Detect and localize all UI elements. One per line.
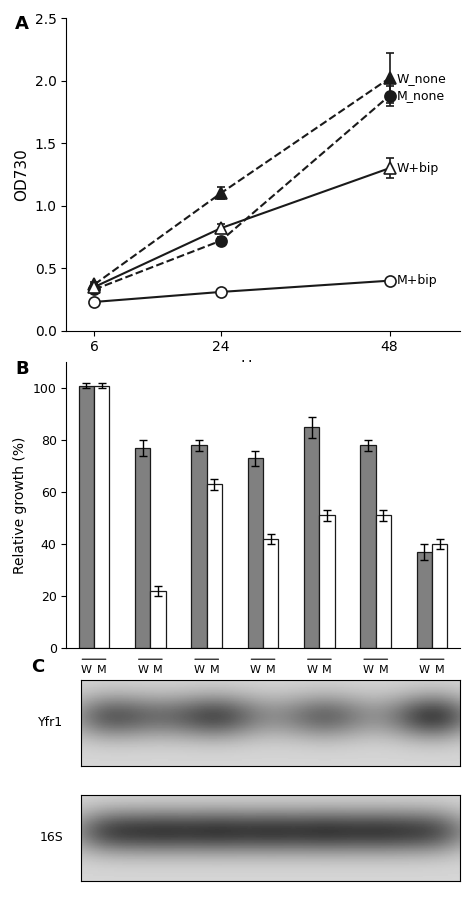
Text: C: C — [31, 658, 45, 676]
Bar — [319, 516, 335, 648]
Text: M: M — [379, 665, 388, 675]
Text: W: W — [419, 665, 430, 675]
Y-axis label: OD730: OD730 — [14, 148, 29, 201]
Text: M: M — [322, 665, 332, 675]
Text: B: B — [15, 360, 29, 378]
Text: W: W — [306, 665, 317, 675]
Text: none: none — [80, 685, 108, 695]
Text: W: W — [363, 665, 374, 675]
Text: M_none: M_none — [397, 89, 445, 102]
Bar — [248, 458, 263, 648]
Y-axis label: Relative growth (%): Relative growth (%) — [13, 437, 27, 573]
X-axis label: Hours: Hours — [241, 360, 285, 375]
Text: W: W — [193, 665, 205, 675]
Bar — [191, 446, 207, 648]
Text: W: W — [137, 665, 148, 675]
Bar — [417, 552, 432, 648]
Text: M+bip: M+bip — [397, 275, 437, 287]
Text: mv: mv — [310, 685, 328, 695]
Bar — [432, 544, 447, 648]
Text: 16S: 16S — [40, 831, 64, 844]
Bar — [207, 485, 222, 648]
Text: W+bip: W+bip — [397, 161, 439, 175]
Bar — [376, 516, 391, 648]
Text: M: M — [97, 665, 107, 675]
Text: W: W — [250, 665, 261, 675]
Bar — [94, 386, 109, 648]
Text: sorbitol: sorbitol — [186, 685, 228, 695]
Text: EGTA: EGTA — [361, 685, 390, 695]
Text: M: M — [153, 665, 163, 675]
Text: W: W — [81, 665, 92, 675]
Text: Yfr1: Yfr1 — [38, 716, 64, 729]
Bar — [304, 428, 319, 648]
Text: A: A — [15, 15, 29, 33]
Bar — [135, 448, 150, 648]
Text: NaCl: NaCl — [250, 685, 276, 695]
Bar — [150, 591, 166, 648]
Text: DCMU: DCMU — [415, 685, 449, 695]
Text: M: M — [435, 665, 445, 675]
Text: bipyridyl: bipyridyl — [126, 685, 174, 695]
Bar — [263, 539, 278, 648]
Bar — [79, 386, 94, 648]
Text: M: M — [266, 665, 275, 675]
Text: W_none: W_none — [397, 72, 447, 84]
Text: M: M — [210, 665, 219, 675]
Bar — [360, 446, 376, 648]
